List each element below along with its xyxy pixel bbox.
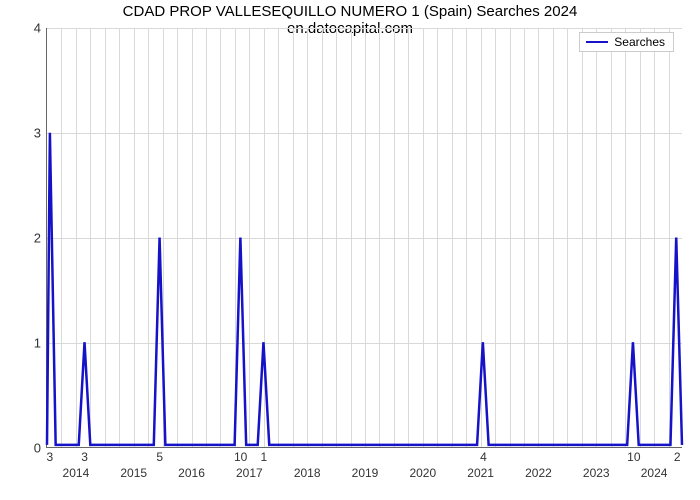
legend: Searches <box>579 32 674 52</box>
value-label: 3 <box>47 450 54 464</box>
y-tick-label: 2 <box>7 231 41 246</box>
legend-swatch <box>586 41 608 43</box>
x-tick-label: 2017 <box>236 466 263 480</box>
line-chart-svg <box>47 28 682 447</box>
value-label: 3 <box>81 450 88 464</box>
y-tick-label: 1 <box>7 336 41 351</box>
chart-container: CDAD PROP VALLESEQUILLO NUMERO 1 (Spain)… <box>0 0 700 500</box>
x-tick-label: 2019 <box>352 466 379 480</box>
x-tick-label: 2023 <box>583 466 610 480</box>
x-tick-label: 2015 <box>120 466 147 480</box>
title-line-1: CDAD PROP VALLESEQUILLO NUMERO 1 (Spain)… <box>123 3 578 20</box>
x-tick-label: 2018 <box>294 466 321 480</box>
plot-area: Searches 0123420142015201620172018201920… <box>46 28 682 448</box>
searches-line <box>47 133 682 445</box>
value-label: 2 <box>674 450 681 464</box>
value-label: 10 <box>627 450 640 464</box>
x-tick-label: 2022 <box>525 466 552 480</box>
y-tick-label: 3 <box>7 126 41 141</box>
x-tick-label: 2021 <box>467 466 494 480</box>
value-label: 10 <box>234 450 247 464</box>
value-label: 4 <box>480 450 487 464</box>
x-tick-label: 2020 <box>409 466 436 480</box>
y-tick-label: 4 <box>7 21 41 36</box>
y-tick-label: 0 <box>7 441 41 456</box>
x-tick-label: 2016 <box>178 466 205 480</box>
legend-label: Searches <box>614 35 665 49</box>
value-label: 5 <box>156 450 163 464</box>
x-tick-label: 2024 <box>641 466 668 480</box>
value-label: 1 <box>260 450 267 464</box>
x-tick-label: 2014 <box>63 466 90 480</box>
